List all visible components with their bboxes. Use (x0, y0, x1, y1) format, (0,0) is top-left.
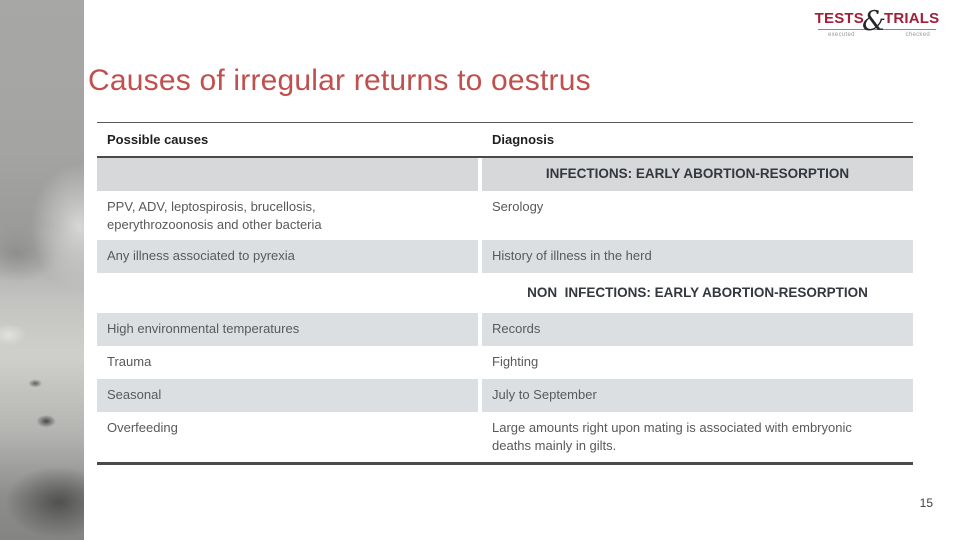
table-row: Seasonal July to September (97, 379, 913, 413)
diagnosis-text: History of illness in the herd (492, 248, 652, 264)
logo-tagline: executed checked (818, 30, 936, 38)
slide-title: Causes of irregular returns to oestrus (88, 64, 591, 97)
diagnosis-text: Fighting (492, 354, 539, 370)
logo-word-trials: TRIALS (884, 9, 940, 27)
cause-text: PPV, ADV, leptospirosis, brucellosis, ep… (107, 198, 322, 232)
diagnosis-cell: July to September (482, 379, 913, 413)
diagnosis-cell: History of illness in the herd (482, 240, 913, 274)
cause-cell: PPV, ADV, leptospirosis, brucellosis, ep… (97, 191, 478, 241)
diagnosis-cell: Fighting (482, 346, 913, 379)
cause-text: Seasonal (107, 387, 162, 403)
section-header-infections: INFECTIONS: EARLY ABORTION-RESORPTION (482, 157, 913, 191)
cause-text: Trauma (107, 354, 152, 370)
cause-cell: Overfeeding (97, 412, 478, 462)
table-header-row: Possible causes Diagnosis (97, 123, 913, 158)
column-header-causes: Possible causes (107, 132, 209, 147)
logo-wordmark: TESTS & TRIALS (814, 6, 940, 37)
section-header-non-infections: NON INFECTIONS: EARLY ABORTION-RESORPTIO… (527, 285, 868, 301)
tests-and-trials-logo: TESTS & TRIALS executed checked (814, 6, 940, 38)
diagnosis-cell: Records (482, 313, 913, 347)
diagnosis-text: Records (492, 321, 541, 337)
cause-cell: High environmental temperatures (97, 313, 478, 347)
logo-tagline-right: checked (905, 32, 930, 38)
table-row: PPV, ADV, leptospirosis, brucellosis, ep… (97, 191, 913, 241)
table-row: Trauma Fighting (97, 346, 913, 379)
ampersand-icon: & (861, 6, 887, 37)
table-row: Overfeeding Large amounts right upon mat… (97, 412, 913, 462)
cause-cell: Seasonal (97, 379, 478, 413)
page-number: 15 (919, 496, 933, 510)
diagnosis-text: Serology (492, 198, 544, 214)
column-header-diagnosis: Diagnosis (492, 132, 555, 147)
pigs-photo (0, 0, 84, 540)
logo-word-tests: TESTS (814, 9, 864, 27)
section-spacer-cell (97, 157, 478, 191)
diagnosis-cell: Serology (482, 191, 913, 241)
cause-cell: Trauma (97, 346, 478, 379)
causes-diagnosis-table: Possible causes Diagnosis INFECTIONS: EA… (97, 122, 913, 466)
diagnosis-text: Large amounts right upon mating is assoc… (492, 420, 852, 454)
section-header-infections-row: INFECTIONS: EARLY ABORTION-RESORPTION (97, 157, 913, 191)
table-row: High environmental temperatures Records (97, 313, 913, 347)
cause-text: High environmental temperatures (107, 321, 300, 337)
cause-cell: Any illness associated to pyrexia (97, 240, 478, 274)
cause-text: Any illness associated to pyrexia (107, 248, 295, 264)
cause-text: Overfeeding (107, 420, 178, 436)
section-spacer-cell (97, 286, 478, 300)
section-header-non-infections-row: NON INFECTIONS: EARLY ABORTION-RESORPTIO… (97, 273, 913, 313)
diagnosis-cell: Large amounts right upon mating is assoc… (482, 412, 913, 462)
table-row: Any illness associated to pyrexia Histor… (97, 240, 913, 274)
logo-tagline-left: executed (828, 32, 855, 38)
diagnosis-text: July to September (492, 387, 597, 403)
